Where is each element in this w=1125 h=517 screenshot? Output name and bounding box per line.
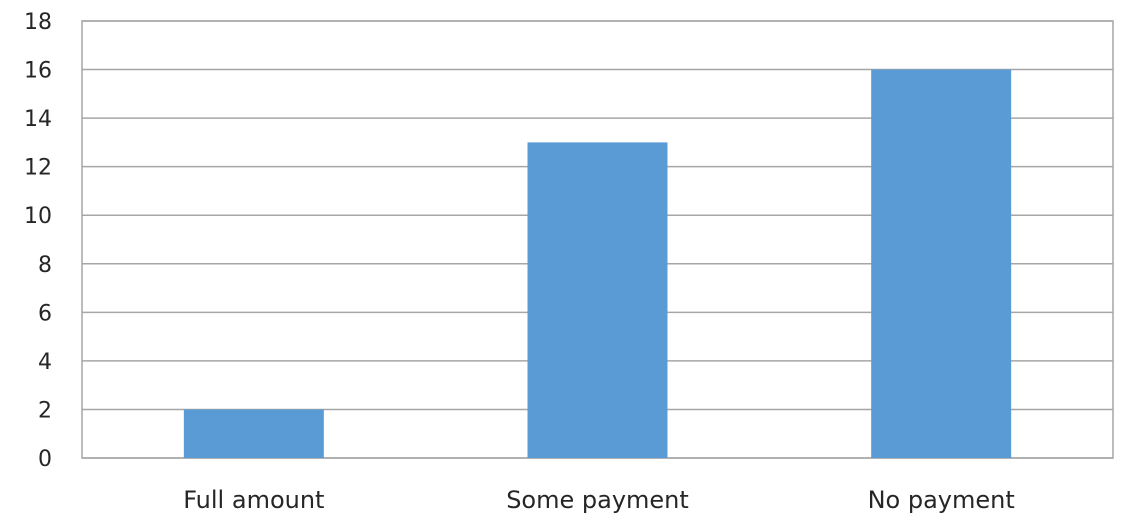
bar-some-payment bbox=[527, 142, 668, 458]
y-tick-label: 10 bbox=[24, 204, 52, 229]
y-tick-label: 18 bbox=[24, 10, 52, 35]
bar-no-payment bbox=[871, 69, 1012, 459]
y-tick-label: 2 bbox=[38, 398, 52, 423]
y-tick-label: 0 bbox=[38, 447, 52, 472]
bars bbox=[183, 69, 1012, 459]
y-tick-label: 6 bbox=[38, 301, 52, 326]
y-tick-label: 12 bbox=[24, 156, 52, 181]
x-axis-ticks: Full amount Some payment No payment bbox=[183, 486, 1015, 514]
x-tick-label: No payment bbox=[868, 486, 1015, 514]
bar-full-amount bbox=[183, 409, 324, 458]
y-tick-label: 4 bbox=[38, 350, 52, 375]
y-axis-ticks: 0 2 4 6 8 10 12 14 16 18 bbox=[24, 10, 52, 472]
y-tick-label: 8 bbox=[38, 253, 52, 278]
x-tick-label: Some payment bbox=[506, 486, 689, 514]
x-tick-label: Full amount bbox=[183, 486, 324, 514]
y-tick-label: 16 bbox=[24, 59, 52, 84]
y-tick-label: 14 bbox=[24, 107, 52, 132]
